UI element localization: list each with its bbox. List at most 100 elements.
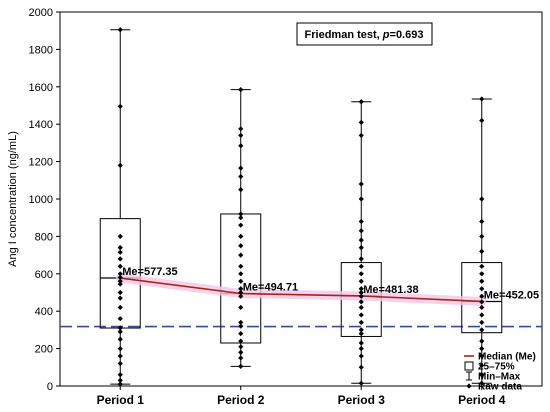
raw-data-point [479,271,485,277]
raw-data-point [358,364,364,370]
raw-data-point [358,299,364,305]
x-tick-label: Period 2 [217,393,265,407]
raw-data-point [358,237,364,243]
raw-data-point [117,360,123,367]
raw-data-point [117,336,123,342]
y-tick-label: 600 [35,269,53,281]
raw-data-point [479,372,485,378]
legend-label: 25–75% [478,362,515,373]
raw-data-point [238,252,244,258]
y-tick-label: 2000 [29,7,53,19]
raw-data-point [479,353,485,359]
raw-data-point [117,263,123,269]
test-annotation: Friedman test, p=0.693 [296,22,433,46]
raw-data-point [117,372,123,378]
raw-data-point [358,353,364,359]
raw-data-point [358,181,364,187]
raw-data-point [117,27,123,33]
raw-data-point [358,218,364,225]
raw-data-point [358,196,364,202]
raw-data-point [238,363,244,369]
raw-data-point [479,312,485,318]
raw-data-point [117,289,123,296]
median-label: Me=481.38 [363,284,418,296]
raw-data-point [358,286,364,292]
raw-data-point [117,346,123,352]
raw-data-point [358,293,364,299]
raw-data-point [117,256,123,262]
raw-data-point [117,304,123,311]
raw-data-point [117,278,123,284]
raw-data-point [479,299,485,305]
legend-item: Raw data [466,382,522,393]
raw-data-point [358,119,364,125]
raw-data-point [238,211,244,217]
raw-data-point [117,329,123,335]
raw-data-point [238,187,244,193]
raw-data-point [238,319,244,326]
raw-data-point [238,338,244,344]
raw-data-point [238,355,244,361]
raw-data-point [117,353,123,359]
raw-data-point [479,96,485,102]
y-tick-label: 1600 [29,82,53,94]
x-axis: Period 1 Period 2 Period 3 Period 4 [97,386,506,407]
legend-box-swatch [464,361,474,371]
raw-data-point [117,377,123,383]
raw-data-point [358,380,364,386]
raw-data-point [358,340,364,346]
y-tick-label: 0 [47,381,53,393]
raw-data-point [479,319,485,326]
raw-data-point [238,271,244,277]
raw-data-point [238,344,244,350]
raw-data-point [238,349,244,355]
raw-data-point [238,215,244,221]
raw-data-point [238,126,244,132]
raw-data-point [238,331,244,337]
raw-data-point [238,304,244,311]
raw-data-point [358,331,364,337]
raw-data-point [479,362,485,369]
raw-data-point [479,327,485,333]
raw-data-point [238,293,244,299]
raw-data-point [117,245,123,251]
raw-data-point [358,271,364,277]
x-tick-label: Period 4 [458,393,506,407]
raw-data-point [479,304,485,311]
test-annotation-text: Friedman test, p=0.693 [305,29,424,41]
x-tick-label: Period 3 [338,393,386,407]
x-tick-label: Period 1 [97,393,145,407]
raw-data-point [238,165,244,171]
raw-data-point [117,162,123,168]
y-tick-label: 1800 [29,44,53,56]
raw-data-point [238,132,244,139]
raw-data-point [358,312,364,318]
raw-data-point [358,327,364,333]
raw-data-point [479,346,485,352]
y-tick-label: 1400 [29,119,53,131]
legend-label: Median (Me) [478,352,536,363]
y-tick-label: 800 [35,231,53,243]
median-labels: Me=577.35 Me=494.71 Me=481.38 Me=452.05 [122,266,539,301]
y-tick-label: 400 [35,306,53,318]
raw-data-point [358,319,364,326]
raw-data-point [117,233,123,239]
legend-item: 25–75% [464,361,515,373]
raw-data-point [479,233,485,239]
median-label: Me=577.35 [122,266,177,278]
raw-data-point [238,233,244,239]
raw-data-point [117,281,123,287]
boxes [99,29,503,385]
raw-data-point [117,295,123,301]
raw-data-point [358,99,364,105]
median-label: Me=452.05 [484,289,539,301]
raw-data-point [358,278,364,284]
plot-frame [59,11,543,387]
raw-data-point [358,132,364,139]
median-trend-band [115,273,487,306]
raw-data-point [238,323,244,329]
raw-data-point [479,263,485,269]
median-label: Me=494.71 [243,281,298,293]
raw-data-point [358,263,364,269]
